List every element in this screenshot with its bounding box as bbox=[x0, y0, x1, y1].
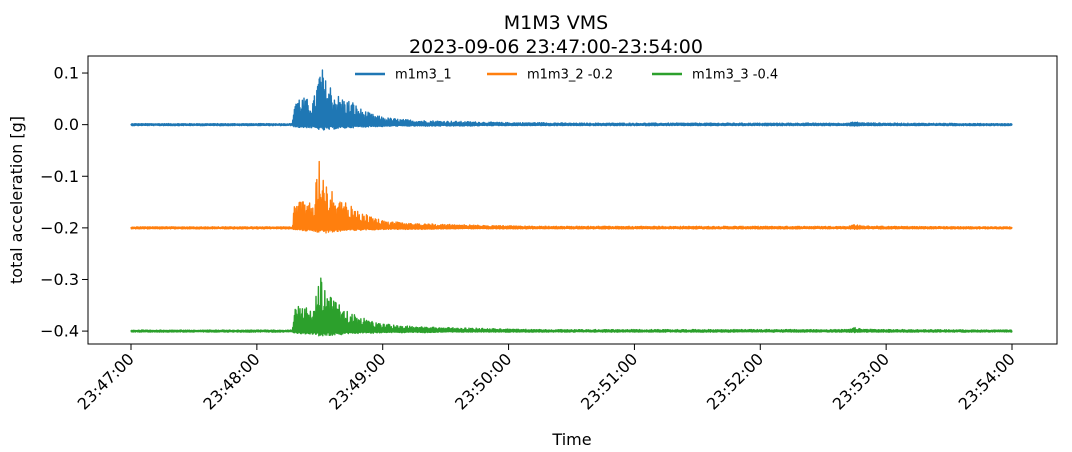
plot-series bbox=[130, 69, 1013, 337]
legend-label: m1m3_2 -0.2 bbox=[527, 68, 613, 83]
y-axis: 0.1 0.0 −0.1 −0.2 −0.3 −0.4 bbox=[40, 64, 88, 341]
y-tick-label: −0.4 bbox=[40, 322, 79, 341]
x-tick-label: 23:54:00 bbox=[955, 349, 1019, 413]
series-line-2 bbox=[130, 160, 1013, 234]
legend-label: m1m3_3 -0.4 bbox=[692, 68, 778, 83]
series-line-1 bbox=[130, 69, 1013, 131]
y-axis-label: total acceleration [g] bbox=[7, 116, 26, 284]
y-tick-label: 0.1 bbox=[54, 64, 79, 83]
y-tick-label: −0.3 bbox=[40, 270, 79, 289]
x-tick-label: 23:52:00 bbox=[703, 349, 767, 413]
y-tick-label: −0.2 bbox=[40, 218, 79, 237]
legend: m1m3_1 m1m3_2 -0.2 m1m3_3 -0.4 bbox=[355, 68, 778, 83]
y-tick-label: −0.1 bbox=[40, 167, 79, 186]
x-tick-label: 23:50:00 bbox=[451, 349, 515, 413]
x-axis: 23:47:00 23:48:00 23:49:00 23:50:00 23:51:00… bbox=[74, 344, 1019, 414]
legend-label: m1m3_1 bbox=[395, 68, 452, 83]
x-tick-label: 23:51:00 bbox=[577, 349, 641, 413]
series-line-3 bbox=[130, 277, 1013, 337]
plot-frame bbox=[87, 55, 1058, 345]
x-tick-label: 23:48:00 bbox=[199, 349, 263, 413]
y-tick-label: 0.0 bbox=[54, 115, 79, 134]
chart-title: M1M3 VMS bbox=[504, 12, 608, 34]
x-tick-label: 23:47:00 bbox=[74, 349, 138, 413]
x-axis-label: Time bbox=[551, 430, 591, 449]
chart-subtitle: 2023-09-06 23:47:00-23:54:00 bbox=[409, 36, 703, 58]
x-tick-label: 23:53:00 bbox=[829, 349, 893, 413]
x-tick-label: 23:49:00 bbox=[325, 349, 389, 413]
